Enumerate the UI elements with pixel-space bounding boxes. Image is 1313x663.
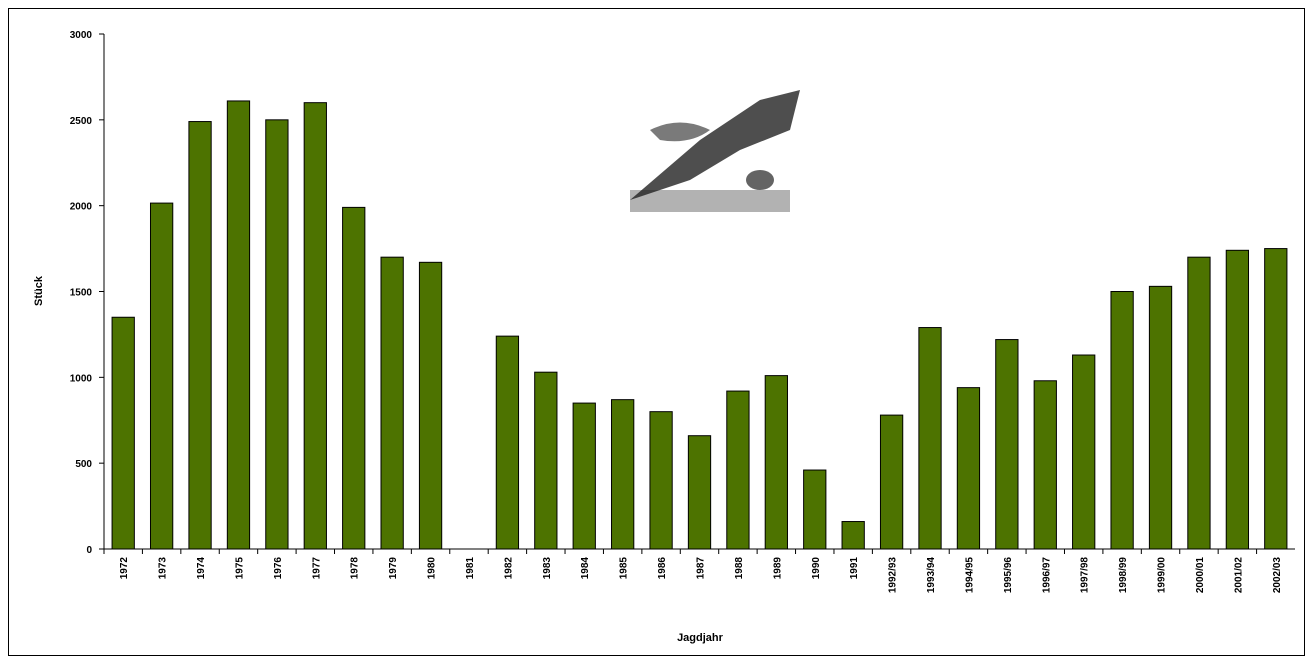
bar [418, 261, 443, 550]
bar [764, 375, 788, 550]
x-tick-label: 1990 [811, 557, 822, 580]
x-tick-label: 1996/97 [1041, 557, 1052, 594]
x-tick-label: 1997/98 [1080, 557, 1091, 594]
x-tick-label: 1983 [542, 557, 553, 580]
y-tick-label: 3000 [70, 30, 93, 41]
bar [879, 414, 904, 550]
x-tick-label: 1977 [311, 557, 322, 580]
x-tick-label: 1986 [657, 557, 668, 580]
x-tick-label: 1976 [273, 557, 284, 580]
x-tick-label: 1998/99 [1118, 557, 1129, 594]
x-tick-label: 1982 [503, 557, 514, 580]
bar [495, 335, 520, 550]
y-tick-label: 2000 [70, 202, 93, 213]
bar [572, 402, 596, 550]
bar [380, 256, 404, 550]
x-tick-label: 2002/03 [1272, 557, 1283, 594]
x-tick-label: 1972 [119, 557, 130, 580]
bar [1072, 354, 1096, 550]
bar [649, 411, 673, 550]
bar [1225, 249, 1250, 550]
bar [1264, 248, 1288, 550]
x-tick-label: 1981 [465, 557, 476, 580]
bar [956, 387, 981, 550]
y-tick-label: 1500 [70, 288, 93, 299]
x-tick-label: 1979 [388, 557, 399, 580]
x-tick-label: 2001/02 [1233, 557, 1244, 594]
x-tick-label: 1973 [158, 557, 169, 580]
bar [803, 469, 827, 550]
bar [1110, 291, 1134, 550]
x-tick-label: 1974 [196, 557, 207, 580]
x-tick-label: 1985 [619, 557, 630, 580]
x-axis-label: Jagdjahr [677, 632, 724, 644]
bar [342, 206, 366, 550]
bar [995, 339, 1019, 550]
x-tick-label: 1994/95 [964, 557, 975, 594]
y-tick-label: 2500 [70, 116, 93, 127]
x-tick-label: 2000/01 [1195, 557, 1206, 594]
bar [303, 102, 327, 550]
y-tick-label: 500 [75, 459, 92, 470]
y-axis-label: Stück [33, 275, 45, 306]
bar [111, 316, 135, 550]
y-tick-label: 1000 [70, 373, 93, 384]
bar [1033, 380, 1057, 550]
x-tick-label: 1975 [234, 557, 245, 580]
x-tick-label: 1992/93 [888, 557, 899, 594]
illustration [630, 90, 800, 212]
bar [726, 390, 750, 550]
x-tick-label: 1991 [849, 557, 860, 580]
bar [1148, 285, 1173, 550]
x-tick-label: 1988 [734, 557, 745, 580]
bar [149, 202, 174, 550]
bar [265, 119, 289, 550]
bar [226, 100, 251, 550]
bar [1187, 256, 1211, 550]
x-tick-label: 1999/00 [1157, 557, 1168, 594]
y-tick-label: 0 [86, 545, 92, 556]
x-tick-label: 1989 [772, 557, 783, 580]
x-tick-label: 1978 [350, 557, 361, 580]
bar [918, 327, 942, 550]
x-tick-label: 1984 [580, 557, 591, 580]
bar [687, 435, 712, 550]
x-tick-label: 1987 [696, 557, 707, 580]
bar [841, 521, 865, 550]
x-tick-label: 1995/96 [1003, 557, 1014, 594]
bar [611, 399, 635, 550]
bar [188, 121, 212, 550]
x-tick-label: 1993/94 [926, 557, 937, 594]
bar [534, 371, 558, 550]
x-tick-label: 1980 [427, 557, 438, 580]
